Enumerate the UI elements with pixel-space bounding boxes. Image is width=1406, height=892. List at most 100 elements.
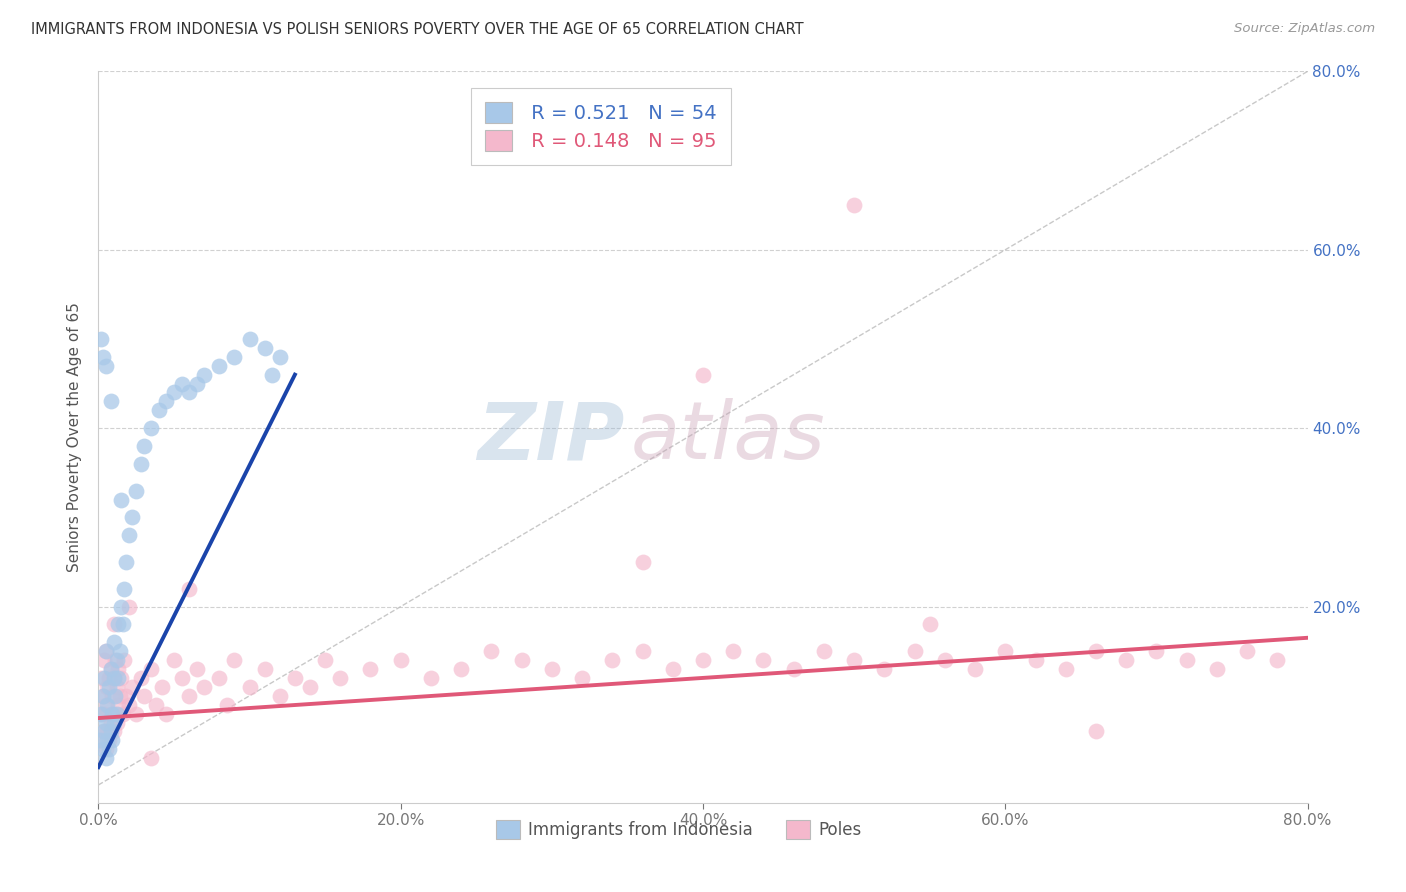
Immigrants from Indonesia (100, 724, 122, 739)
Poles (105, 715, 128, 730)
Poles (108, 689, 131, 703)
Poles (215, 698, 238, 712)
Immigrants from Indonesia (91, 742, 114, 756)
Poles (101, 706, 124, 721)
Immigrants from Indonesia (103, 635, 125, 649)
Poles (965, 662, 987, 676)
Poles (1236, 644, 1258, 658)
Poles (132, 689, 155, 703)
Immigrants from Indonesia (94, 359, 117, 373)
Poles (90, 706, 112, 721)
Poles (994, 644, 1017, 658)
Immigrants from Indonesia (125, 483, 148, 498)
Poles (118, 698, 141, 712)
Poles (98, 733, 121, 747)
Poles (783, 662, 806, 676)
Poles (110, 671, 132, 685)
Immigrants from Indonesia (103, 715, 125, 730)
Immigrants from Indonesia (262, 368, 284, 382)
Poles (540, 662, 562, 676)
Poles (1054, 662, 1077, 676)
Immigrants from Indonesia (89, 733, 111, 747)
Immigrants from Indonesia (103, 671, 125, 685)
Immigrants from Indonesia (98, 680, 121, 694)
Poles (94, 644, 117, 658)
Poles (904, 644, 927, 658)
Poles (1024, 653, 1046, 667)
Poles (1206, 662, 1229, 676)
Poles (299, 680, 322, 694)
Immigrants from Indonesia (93, 724, 115, 739)
Immigrants from Indonesia (170, 376, 193, 391)
Immigrants from Indonesia (105, 706, 128, 721)
Poles (111, 706, 134, 721)
Immigrants from Indonesia (141, 421, 163, 435)
Immigrants from Indonesia (208, 359, 231, 373)
Immigrants from Indonesia (129, 457, 152, 471)
Poles (631, 555, 654, 569)
Poles (91, 689, 114, 703)
Poles (89, 733, 111, 747)
Immigrants from Indonesia (96, 698, 118, 712)
Poles (389, 653, 412, 667)
Immigrants from Indonesia (91, 689, 114, 703)
Poles (1085, 724, 1108, 739)
Immigrants from Indonesia (107, 617, 129, 632)
Poles (284, 671, 307, 685)
Poles (481, 644, 503, 658)
Poles (813, 644, 835, 658)
Immigrants from Indonesia (114, 555, 136, 569)
Poles (141, 751, 163, 765)
Poles (121, 680, 143, 694)
Poles (752, 653, 775, 667)
Immigrants from Indonesia (118, 528, 141, 542)
Poles (450, 662, 472, 676)
Immigrants from Indonesia (224, 350, 246, 364)
Immigrants from Indonesia (98, 742, 121, 756)
Immigrants from Indonesia (90, 332, 112, 346)
Poles (186, 662, 208, 676)
Poles (118, 599, 141, 614)
Poles (934, 653, 956, 667)
Poles (571, 671, 593, 685)
Poles (918, 617, 941, 632)
Immigrants from Indonesia (253, 341, 276, 355)
Immigrants from Indonesia (193, 368, 215, 382)
Poles (107, 698, 129, 712)
Poles (129, 671, 152, 685)
Poles (93, 706, 115, 721)
Poles (100, 715, 122, 730)
Poles (96, 680, 118, 694)
Poles (91, 724, 114, 739)
Poles (103, 724, 125, 739)
Poles (104, 706, 127, 721)
Poles (239, 680, 262, 694)
Immigrants from Indonesia (104, 689, 127, 703)
Poles (94, 742, 117, 756)
Poles (125, 706, 148, 721)
Immigrants from Indonesia (101, 706, 124, 721)
Immigrants from Indonesia (94, 751, 117, 765)
Immigrants from Indonesia (101, 733, 124, 747)
Poles (1175, 653, 1198, 667)
Immigrants from Indonesia (100, 662, 122, 676)
Y-axis label: Seniors Poverty Over the Age of 65: Seniors Poverty Over the Age of 65 (67, 302, 83, 572)
Poles (1085, 644, 1108, 658)
Immigrants from Indonesia (179, 385, 201, 400)
Poles (510, 653, 533, 667)
Immigrants from Indonesia (91, 350, 114, 364)
Poles (101, 689, 124, 703)
Text: IMMIGRANTS FROM INDONESIA VS POLISH SENIORS POVERTY OVER THE AGE OF 65 CORRELATI: IMMIGRANTS FROM INDONESIA VS POLISH SENI… (31, 22, 804, 37)
Poles (329, 671, 352, 685)
Poles (1115, 653, 1137, 667)
Immigrants from Indonesia (94, 715, 117, 730)
Immigrants from Indonesia (110, 492, 132, 507)
Immigrants from Indonesia (148, 403, 170, 417)
Poles (107, 662, 129, 676)
Poles (253, 662, 276, 676)
Poles (103, 617, 125, 632)
Poles (314, 653, 336, 667)
Poles (723, 644, 745, 658)
Immigrants from Indonesia (100, 394, 122, 409)
Poles (141, 662, 163, 676)
